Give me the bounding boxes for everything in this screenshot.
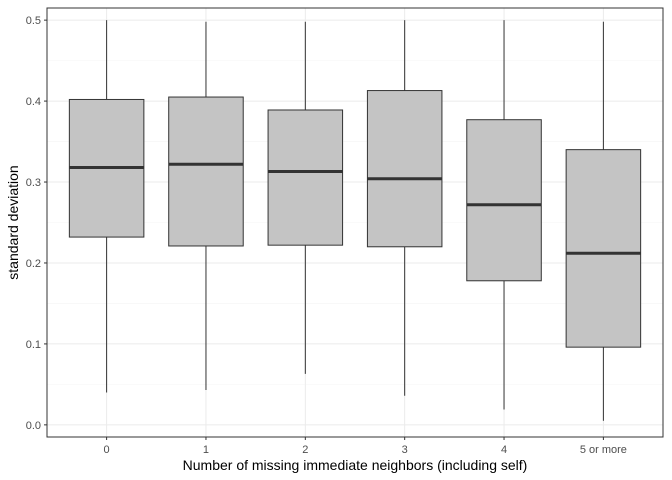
box-iqr <box>366 90 443 248</box>
y-tick-label: 0.2 <box>26 258 41 270</box>
x-axis-title: Number of missing immediate neighbors (i… <box>183 457 528 473</box>
box-4 <box>466 20 542 410</box>
box-iqr <box>267 109 344 246</box>
box-iqr <box>168 96 244 247</box>
panel-border <box>46 7 664 438</box>
boxes <box>68 20 642 421</box>
x-tick-label: 0 <box>104 444 110 456</box>
x-tick-label: 5 or more <box>580 444 627 456</box>
box-1 <box>168 21 244 391</box>
y-tick-label: 0.5 <box>26 15 41 27</box>
y-tick-label: 0.3 <box>26 177 41 189</box>
y-tick-label: 0.1 <box>26 339 41 351</box>
x-tick-label: 1 <box>203 444 209 456</box>
box-5 <box>565 21 642 421</box>
y-tick-label: 0.4 <box>26 96 41 108</box>
box-iqr <box>466 119 542 282</box>
box-iqr <box>565 149 642 348</box>
x-axis-ticks: 0 1 2 3 4 5 or more <box>104 437 627 456</box>
grid-minor <box>47 60 663 385</box>
y-axis-ticks: 0.0 0.1 0.2 0.3 0.4 0.5 <box>26 15 47 432</box>
x-tick-label: 3 <box>402 444 408 456</box>
box-0 <box>68 20 145 393</box>
y-axis-title: standard deviation <box>5 165 21 279</box>
box-3 <box>366 20 443 396</box>
y-tick-label: 0.0 <box>26 420 41 432</box>
box-2 <box>267 21 344 374</box>
x-tick-label: 4 <box>501 444 507 456</box>
x-tick-label: 2 <box>302 444 308 456</box>
